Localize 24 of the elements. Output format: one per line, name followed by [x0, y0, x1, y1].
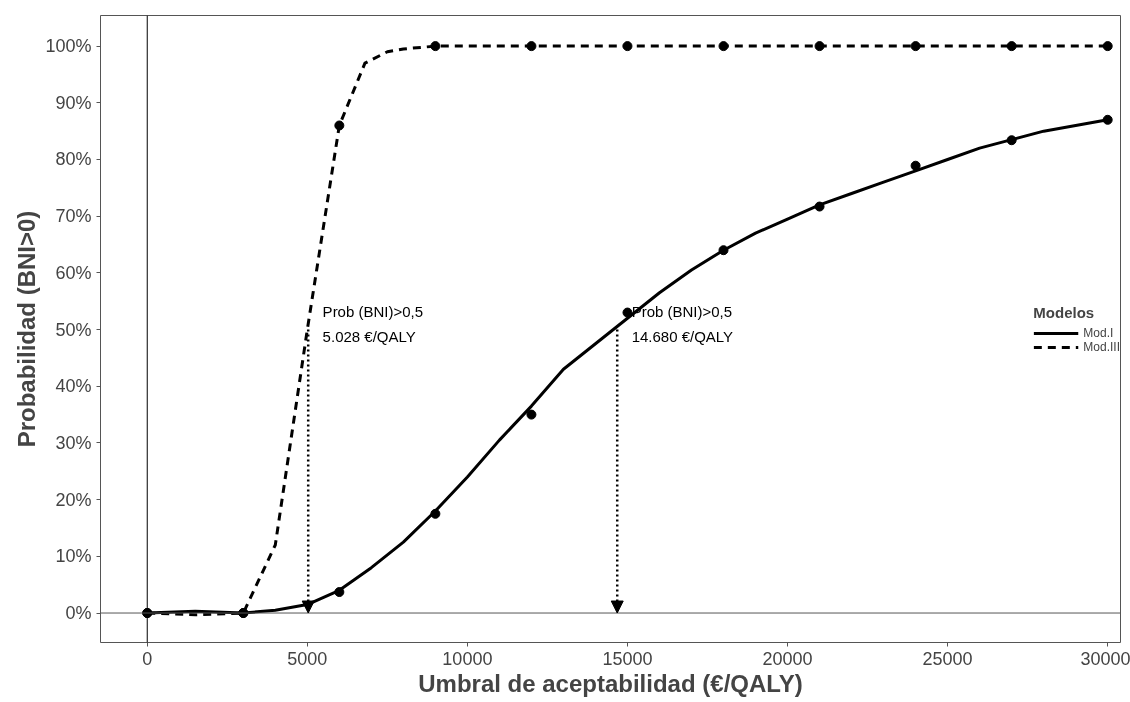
y-tick-label: 70% — [55, 206, 92, 227]
x-tick-label: 15000 — [602, 648, 653, 669]
x-tick-label: 25000 — [922, 648, 973, 669]
y-axis-title: Probabilidad (BNI>0) — [13, 210, 41, 448]
legend-label: Mod.III — [1083, 339, 1120, 354]
x-tick-label: 5000 — [287, 648, 328, 669]
legend-title: Modelos — [1033, 303, 1096, 321]
x-axis-title: Umbral de aceptabilidad (€/QALY) — [418, 669, 803, 697]
y-tick-label: 60% — [55, 262, 92, 283]
annotation: Prob (BNI)>0,5 5.028 €/QALY — [322, 302, 424, 346]
x-tick-label: 30000 — [1080, 648, 1130, 669]
x-tick-label: 20000 — [762, 648, 813, 669]
x-tick-label: 0 — [142, 648, 153, 669]
y-tick-label: 90% — [55, 92, 92, 113]
y-tick-label: 100% — [45, 36, 92, 57]
y-tick-label: 80% — [55, 149, 92, 170]
legend-label: Mod.I — [1083, 325, 1114, 340]
y-tick-label: 10% — [55, 546, 92, 567]
y-tick-label: 50% — [55, 319, 92, 340]
y-tick-label: 20% — [55, 489, 92, 510]
x-tick-label: 10000 — [442, 648, 493, 669]
y-tick-label: 40% — [55, 376, 92, 397]
y-tick-label: 0% — [65, 603, 92, 624]
y-tick-label: 30% — [55, 432, 92, 453]
